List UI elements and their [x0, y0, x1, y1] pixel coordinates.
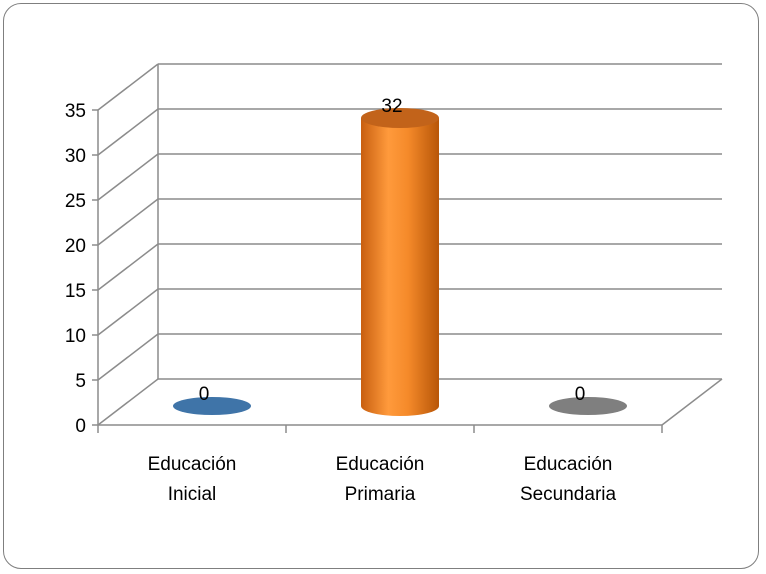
y-tick-label: 10	[65, 326, 86, 347]
gridline-wall	[97, 153, 159, 201]
gridline-wall	[97, 243, 159, 291]
bar-2	[549, 397, 627, 415]
floor-right-edge	[661, 378, 723, 426]
bar-top	[361, 108, 439, 128]
gridline-wall	[97, 198, 159, 246]
y-tick-label: 20	[65, 236, 86, 257]
x-category-label: Educación	[524, 454, 613, 475]
y-tick-label: 0	[75, 416, 86, 437]
gridline-wall	[97, 288, 159, 336]
data-label: 32	[381, 96, 402, 117]
gridline-wall	[97, 108, 159, 156]
gridlines	[97, 63, 722, 426]
y-tick-label: 35	[65, 101, 86, 122]
x-category-label: Inicial	[168, 484, 217, 505]
gridline-wall	[97, 333, 159, 381]
bar-flat	[549, 397, 627, 415]
bar-flat	[173, 397, 251, 415]
gridline-wall	[97, 63, 159, 111]
y-tick-label: 5	[75, 371, 86, 392]
y-tick-label: 30	[65, 146, 86, 167]
labels: 0 5 10 15 20 25 30 35 0 32 0 Educación Inicial Educac…	[65, 96, 617, 505]
gridline-wall	[97, 378, 159, 426]
bar-body	[361, 118, 439, 416]
data-label: 0	[199, 384, 210, 405]
bar-1	[361, 108, 439, 416]
x-category-label: Educación	[148, 454, 237, 475]
y-tick-label: 15	[65, 281, 86, 302]
x-category-label: Secundaria	[520, 484, 617, 505]
bars	[173, 108, 627, 416]
x-category-label: Primaria	[345, 484, 416, 505]
bar-0	[173, 397, 251, 415]
x-category-label: Educación	[336, 454, 425, 475]
axes	[92, 64, 723, 433]
y-tick-label: 25	[65, 191, 86, 212]
data-label: 0	[575, 384, 586, 405]
